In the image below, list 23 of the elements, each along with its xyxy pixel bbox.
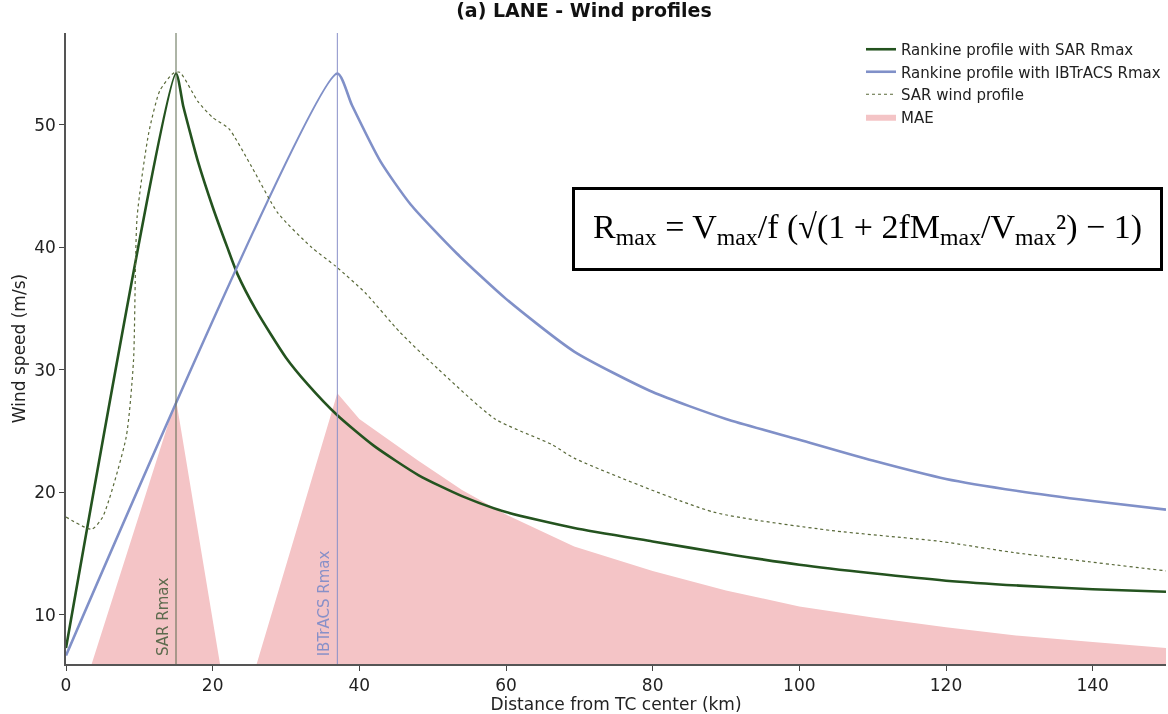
ref-line-label: IBTrACS Rmax [315,550,334,657]
x-axis-title: Distance from TC center (km) [490,694,742,714]
y-tick-label: 10 [34,604,56,625]
y-tick-label: 40 [34,237,56,258]
ref-line-label: SAR Rmax [154,577,172,656]
x-tick-label: 140 [1076,675,1109,696]
x-tick-label: 120 [929,675,963,696]
chart-title: (a) LANE - Wind profiles [456,0,712,21]
legend-label: Rankine profile with IBTrACS Rmax [901,63,1161,82]
x-tick-label: 80 [641,675,664,696]
x-tick-label: 0 [60,675,72,696]
y-tick-label: 20 [34,482,56,503]
x-tick-label: 100 [783,675,816,696]
x-tick-label: 60 [495,675,517,696]
y-tick-label: 50 [34,114,56,135]
legend-label: Rankine profile with SAR Rmax [901,41,1134,60]
x-tick-label: 40 [348,675,371,696]
text: R$_{max}$ = V$_{max}$/f (√(1 + 2fM$_{max}$/V$_{max}$²) − 1) [593,208,1143,251]
y-axis-title: Wind speed (m/s) [9,273,30,424]
y-tick-label: 30 [34,359,56,380]
x-tick-label: 20 [201,675,224,696]
legend-label: SAR wind profile [901,86,1024,105]
legend-label: MAE [901,108,934,127]
